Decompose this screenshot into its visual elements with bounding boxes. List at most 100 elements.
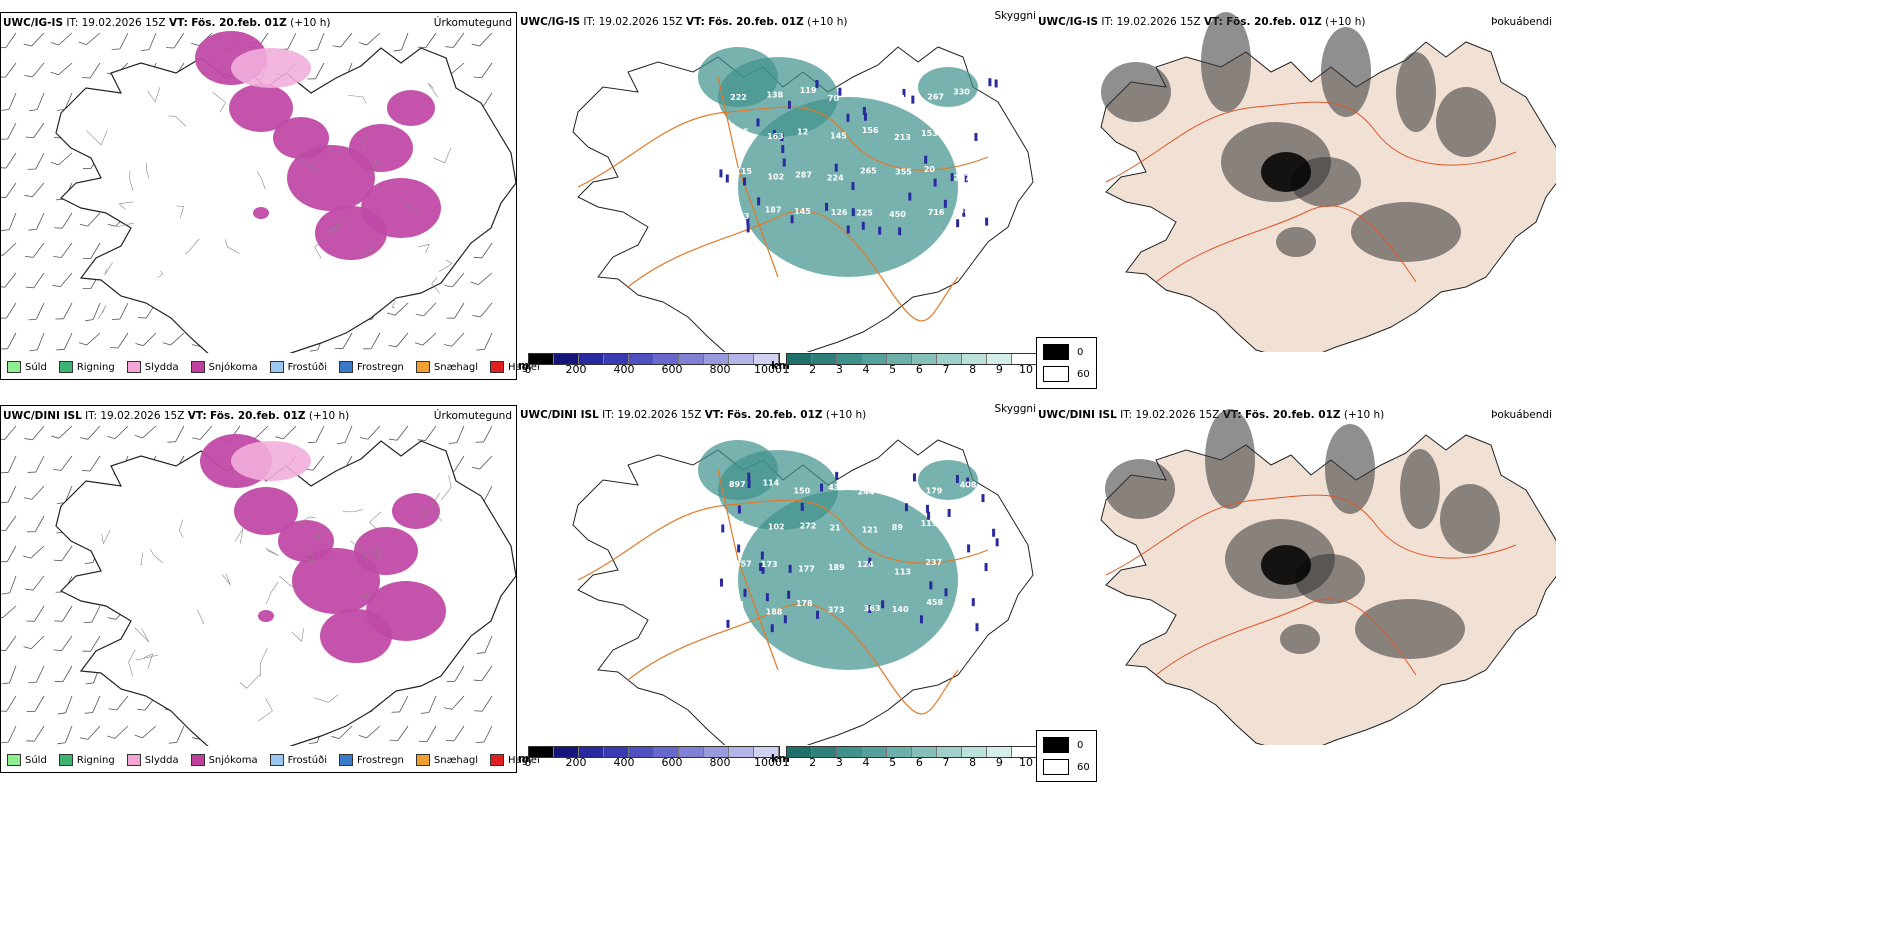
wind-barb <box>1 152 17 169</box>
cloud-base-label: 355 <box>895 167 912 176</box>
cloud-visibility-panel: UWC/DINI ISL IT: 19.02.2026 15Z VT: Fös.… <box>518 403 1038 773</box>
cloud-base-label: 363 <box>864 604 881 613</box>
wind-barb <box>1 605 17 619</box>
cloud-base-label: 408 <box>953 207 970 216</box>
legend-swatch <box>490 754 505 766</box>
legend-label: Rigning <box>76 754 115 766</box>
fog-legend: 0 60 <box>1036 337 1097 389</box>
cloud-base-label: 156 <box>862 126 879 135</box>
cloud-base-cell <box>862 106 866 115</box>
cloud-base-cell <box>974 132 978 141</box>
wind-barb <box>84 695 101 714</box>
wind-barb <box>444 272 465 288</box>
colorbar-step <box>887 354 912 364</box>
wind-barb <box>359 425 381 440</box>
wind-barb <box>1 695 17 712</box>
cloud-visibility-map: 897 114 150 437 244 146 179 408 56 102 272 21 121 89 1… <box>572 439 1034 745</box>
cloud-base-label: 188 <box>766 607 783 616</box>
snow-area <box>253 207 269 219</box>
legend-swatch <box>415 361 430 373</box>
fog-area <box>1280 624 1320 654</box>
cloud-base-cell <box>912 473 916 482</box>
cloud-base-cell <box>992 528 996 537</box>
precip-legend: Súld Rigning Slydda Snjókoma Frostúði Frostre… <box>7 361 540 373</box>
fog-swatch <box>1043 366 1069 382</box>
cloud-base-cell <box>985 217 989 226</box>
colorbar-step <box>912 747 937 757</box>
wind-barb <box>167 425 185 443</box>
wind-barb <box>134 425 157 439</box>
cloud-base-cell <box>995 538 999 547</box>
cloud-base-cell <box>790 215 794 224</box>
fog-area <box>1400 449 1440 529</box>
cloud-base-label: 224 <box>827 173 844 182</box>
colorbar-step <box>554 747 579 757</box>
contour-line <box>221 573 231 586</box>
wind-barb <box>475 425 493 443</box>
cloud-base-cell <box>964 174 968 183</box>
wind-barb <box>337 425 353 445</box>
cloud-base-label: 145 <box>830 132 847 141</box>
snow-area <box>349 124 413 172</box>
contour-line <box>101 529 111 545</box>
contour-line <box>350 540 369 562</box>
cloud-base-label: 244 <box>858 487 875 496</box>
colorbar-tick: 800 <box>709 756 731 769</box>
cloud-base-label: 357 <box>735 559 752 568</box>
contour-line <box>147 87 161 103</box>
snow-area <box>320 609 392 663</box>
contour-line <box>353 247 375 255</box>
fog-panel: UWC/IG-IS IT: 19.02.2026 15Z VT: Fös. 20… <box>1036 12 1556 389</box>
cloud-base-label: 213 <box>894 133 911 142</box>
cloud-base-cell <box>947 508 951 517</box>
fog-swatch <box>1043 737 1069 753</box>
colorbar-tick: 9 <box>995 363 1003 376</box>
contour-line <box>86 129 108 146</box>
colorbar-tick: 600 <box>661 756 683 769</box>
wind-barb <box>134 725 157 739</box>
contour-line <box>391 296 397 308</box>
colorbar-tick: 6 <box>915 756 923 769</box>
precip-legend-item: Súld <box>7 361 47 373</box>
cloud-base-label: 145 <box>794 207 811 216</box>
cloud-base-unit: m <box>518 752 530 765</box>
fog-swatch <box>1043 759 1069 775</box>
colorbar-tick: 3 <box>835 756 843 769</box>
wind-barb <box>82 62 101 79</box>
contour-line <box>303 550 316 562</box>
legend-swatch <box>7 361 21 373</box>
precip-legend-item: Snæhagl <box>415 754 478 766</box>
cloud-base-cell <box>838 87 842 96</box>
cloud-base-cell <box>929 581 933 590</box>
fog-area <box>1295 554 1365 604</box>
wind-barb <box>50 32 73 46</box>
legend-label: Snjókoma <box>208 361 258 373</box>
contour-line <box>224 239 240 254</box>
cloud-base-cell <box>898 227 902 236</box>
contour-line <box>140 552 144 566</box>
wind-barb <box>51 425 73 439</box>
colorbar-tick: 4 <box>862 756 870 769</box>
cloud-base-label: 100 <box>958 128 975 137</box>
wind-barb <box>1 332 17 350</box>
contour-line <box>370 158 381 172</box>
wind-barb <box>107 725 129 739</box>
cloud-base-label: 146 <box>893 486 910 495</box>
panel-header: UWC/DINI ISL IT: 19.02.2026 15Z VT: Fös.… <box>3 410 350 422</box>
precip-legend-item: Haglél <box>490 361 540 373</box>
contour-line <box>361 594 370 598</box>
road-line <box>627 210 959 322</box>
wind-barb <box>50 62 73 76</box>
wind-barb <box>78 332 101 346</box>
contour-line <box>362 135 368 152</box>
wind-barb <box>165 32 185 49</box>
cloud-base-cell <box>726 619 730 628</box>
contour-line <box>116 223 135 228</box>
colorbar-tick: 5 <box>889 363 897 376</box>
cloud-base-cell <box>770 624 774 633</box>
snow-area <box>234 487 298 535</box>
cloud-base-label: 179 <box>926 486 943 495</box>
low-visibility-area <box>918 67 978 107</box>
contour-line <box>128 649 136 677</box>
fog-label: 60 <box>1077 761 1090 773</box>
